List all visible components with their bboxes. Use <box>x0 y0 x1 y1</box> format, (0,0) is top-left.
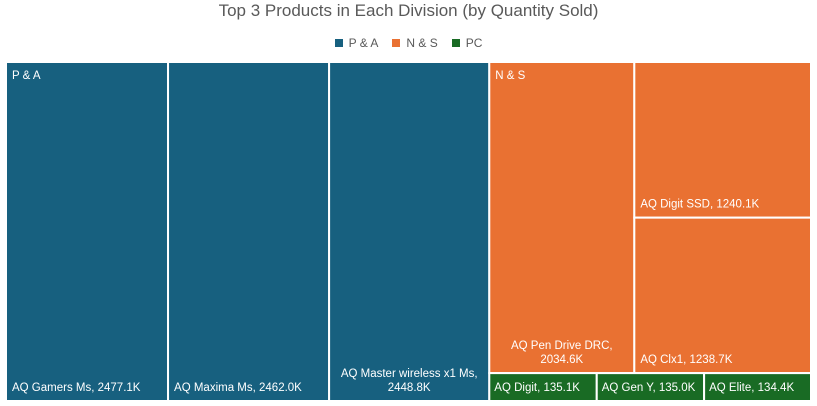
legend-swatch <box>451 39 460 47</box>
tile-ns-0 <box>488 61 636 375</box>
tile-label: AQ Elite, 134.4K <box>709 382 794 394</box>
tile-label: AQ Digit, 135.1K <box>494 382 580 394</box>
division-label: N & S <box>495 70 525 82</box>
legend-item-2: PC <box>451 36 483 50</box>
tile-pc-0 <box>488 372 598 403</box>
tile-pa-0 <box>5 61 170 402</box>
tile-label: AQ Clx1, 1238.7K <box>640 354 732 366</box>
chart-title: Top 3 Products in Each Division (by Quan… <box>218 1 599 20</box>
tile-label: AQ Gamers Ms, 2477.1K <box>12 382 141 394</box>
legend-item-1: N & S <box>392 36 438 50</box>
tile-ns-2 <box>633 216 812 375</box>
tile-pc-2 <box>703 372 812 403</box>
legend-swatch <box>334 39 343 47</box>
tile-label: AQ Pen Drive DRC, 2034.6K <box>511 340 613 366</box>
legend-item-0: P & A <box>334 36 379 50</box>
legend-swatch <box>392 39 401 47</box>
legend-label: N & S <box>406 36 438 50</box>
legend-label: PC <box>465 36 483 50</box>
tile-pc-1 <box>595 372 706 403</box>
tile-label: AQ Digit SSD, 1240.1K <box>640 199 759 211</box>
tile-ns-1 <box>633 61 812 219</box>
tile-pa-2 <box>328 61 491 402</box>
tile-label: AQ Master wireless x1 Ms, 2448.8K <box>341 368 478 394</box>
legend-label: P & A <box>348 36 379 50</box>
tile-label: AQ Gen Y, 135.0K <box>602 382 696 394</box>
legend: P & A N & S PC <box>0 33 817 53</box>
division-label: P & A <box>12 70 41 82</box>
tile-pa-1 <box>167 61 331 402</box>
tile-label: AQ Maxima Ms, 2462.0K <box>174 382 302 394</box>
